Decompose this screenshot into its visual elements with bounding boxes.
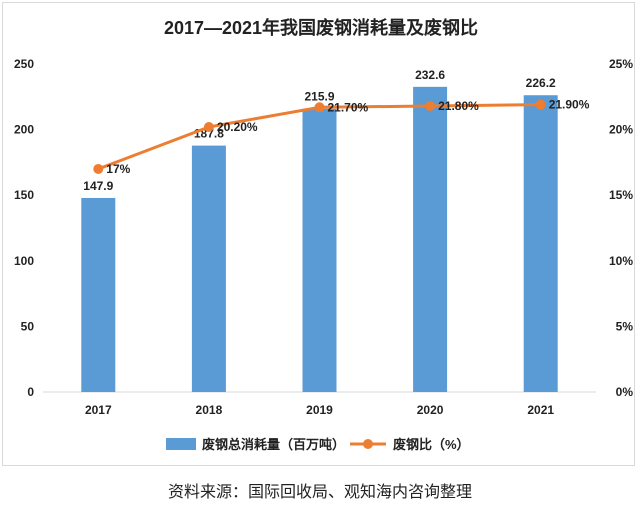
bar-data-label: 147.9 bbox=[83, 179, 113, 193]
y-left-tick-label: 250 bbox=[14, 57, 34, 71]
y-left-tick-label: 150 bbox=[14, 188, 34, 202]
line-point bbox=[314, 102, 325, 113]
bar-data-label: 232.6 bbox=[415, 68, 445, 82]
combo-chart: 2017—2021年我国废钢消耗量及废钢比 0 50 100 150 200 250 0% 5… bbox=[14, 17, 633, 452]
x-tick-label: 2021 bbox=[527, 403, 554, 417]
bar bbox=[302, 108, 337, 392]
bar-data-label: 215.9 bbox=[304, 90, 334, 104]
line-point bbox=[425, 100, 436, 111]
bar bbox=[413, 86, 448, 392]
bar-data-label: 226.2 bbox=[526, 76, 556, 90]
y-right-tick-label: 10% bbox=[609, 254, 633, 268]
x-tick-label: 2019 bbox=[306, 403, 333, 417]
bar bbox=[523, 95, 558, 393]
line-point bbox=[535, 99, 546, 110]
y-left-tick-label: 0 bbox=[27, 385, 34, 399]
y-left-tick-label: 100 bbox=[14, 254, 34, 268]
legend-line-label: 废钢比（%） bbox=[393, 437, 470, 452]
legend-bar-swatch bbox=[166, 438, 196, 450]
legend-bar-label: 废钢总消耗量（百万吨） bbox=[202, 437, 345, 452]
y-right-tick-label: 15% bbox=[609, 188, 633, 202]
x-tick-label: 2018 bbox=[196, 403, 223, 417]
y-right-tick-label: 20% bbox=[609, 123, 633, 137]
y-left-tick-label: 200 bbox=[14, 123, 34, 137]
x-tick-label: 2020 bbox=[417, 403, 444, 417]
bar bbox=[191, 145, 226, 392]
line-data-label: 20.20% bbox=[217, 120, 258, 134]
y-right-tick-label: 0% bbox=[616, 385, 634, 399]
chart-frame: 2017—2021年我国废钢消耗量及废钢比 0 50 100 150 200 250 0% 5… bbox=[2, 2, 635, 466]
line-data-label: 21.90% bbox=[549, 98, 590, 112]
chart-title: 2017—2021年我国废钢消耗量及废钢比 bbox=[164, 17, 478, 38]
x-tick-label: 2017 bbox=[85, 403, 112, 417]
bar bbox=[81, 197, 116, 392]
line-point bbox=[93, 163, 104, 174]
y-left-tick-label: 50 bbox=[21, 319, 35, 333]
line-data-label: 21.80% bbox=[438, 99, 479, 113]
line-data-label: 21.70% bbox=[328, 100, 369, 114]
source-note: 资料来源：国际回收局、观知海内咨询整理 bbox=[167, 482, 472, 501]
y-right-tick-label: 25% bbox=[609, 57, 633, 71]
legend-line-marker bbox=[363, 439, 373, 449]
y-right-tick-label: 5% bbox=[616, 319, 634, 333]
line-point bbox=[203, 121, 214, 132]
plot-area: 0 50 100 150 200 250 0% 5% 10% 15% 20% 25% 2017 2018 2… bbox=[14, 57, 633, 417]
line-data-label: 17% bbox=[106, 162, 130, 176]
legend: 废钢总消耗量（百万吨） 废钢比（%） bbox=[166, 437, 470, 452]
